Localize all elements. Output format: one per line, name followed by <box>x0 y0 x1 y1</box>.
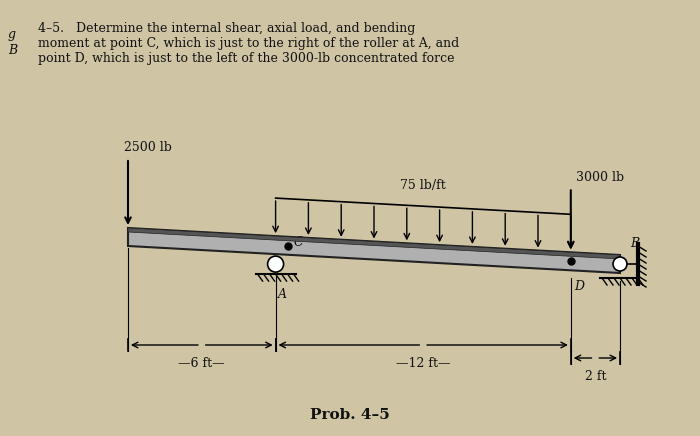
Text: A: A <box>278 288 286 301</box>
Text: Prob. 4–5: Prob. 4–5 <box>310 408 390 422</box>
Text: 3000 lb: 3000 lb <box>576 171 624 184</box>
Text: D: D <box>574 280 584 293</box>
Text: B: B <box>630 237 639 250</box>
Circle shape <box>267 256 284 272</box>
Text: C: C <box>294 236 304 249</box>
Text: —12 ft—: —12 ft— <box>396 357 451 370</box>
Text: moment at point C, which is just to the right of the roller at A, and: moment at point C, which is just to the … <box>38 37 459 50</box>
Text: 2 ft: 2 ft <box>584 370 606 383</box>
Circle shape <box>613 257 627 271</box>
Text: 4–5.   Determine the internal shear, axial load, and bending: 4–5. Determine the internal shear, axial… <box>38 22 415 35</box>
Text: 2500 lb: 2500 lb <box>124 141 172 154</box>
Text: —6 ft—: —6 ft— <box>178 357 225 370</box>
Text: 75 lb/ft: 75 lb/ft <box>400 179 446 192</box>
Text: B: B <box>8 44 17 57</box>
Text: g: g <box>8 28 16 41</box>
Polygon shape <box>128 228 620 273</box>
Text: point D, which is just to the left of the 3000-lb concentrated force: point D, which is just to the left of th… <box>38 52 454 65</box>
Polygon shape <box>128 228 620 259</box>
